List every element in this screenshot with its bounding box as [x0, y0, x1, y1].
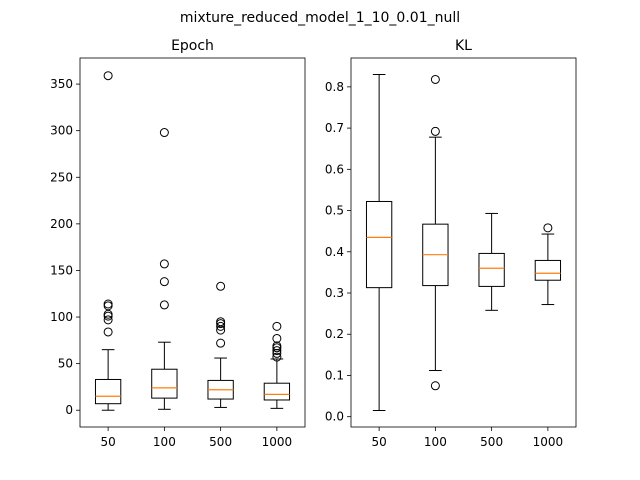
outlier-point [272, 346, 282, 356]
outlier-point [103, 327, 113, 337]
outlier-point [272, 321, 282, 331]
outlier-point [103, 299, 113, 309]
outlier-point [159, 259, 169, 269]
chart-title: KL [455, 38, 472, 54]
y-tick-label: 0.0 [325, 410, 344, 424]
iqr-box [151, 368, 178, 399]
outlier-point [543, 223, 553, 233]
y-tick-label: 250 [50, 170, 73, 184]
y-tick-label: 0.6 [325, 162, 344, 176]
y-tick-label: 0.3 [325, 286, 344, 300]
outlier-point [216, 317, 226, 327]
figure-title: mixture_reduced_model_1_10_0.01_null [180, 10, 460, 26]
outlier-point [159, 300, 169, 310]
x-tick-label: 500 [209, 435, 232, 449]
axes-frame [350, 57, 577, 428]
x-tick-label: 500 [480, 435, 503, 449]
outlier-point [159, 128, 169, 138]
outlier-point [430, 74, 440, 84]
iqr-box [478, 252, 505, 287]
outlier-point [103, 71, 113, 81]
outlier-point [272, 341, 282, 351]
x-tick-label: 50 [371, 435, 386, 449]
y-tick-label: 0 [65, 403, 73, 417]
outlier-point [216, 281, 226, 291]
x-tick-label: 50 [100, 435, 115, 449]
y-tick-label: 0.5 [325, 204, 344, 218]
y-tick-label: 100 [50, 310, 73, 324]
box-50 [365, 73, 393, 412]
box-1000 [263, 321, 291, 409]
chart-title: Epoch [171, 38, 214, 54]
box-100 [422, 74, 449, 391]
box-500 [207, 281, 234, 408]
box-1000 [534, 223, 562, 306]
y-tick-label: 0.7 [325, 121, 344, 135]
iqr-box [534, 259, 562, 281]
box-500 [478, 212, 505, 311]
y-tick-label: 150 [50, 263, 73, 277]
iqr-box [365, 200, 393, 289]
iqr-box [94, 378, 122, 405]
x-tick-label: 100 [424, 435, 447, 449]
box-100 [151, 128, 178, 410]
axes-frame [79, 57, 306, 428]
y-tick-label: 0.2 [325, 327, 344, 341]
iqr-box [263, 382, 291, 401]
outlier-point [430, 126, 440, 136]
y-tick-label: 0.4 [325, 245, 344, 259]
x-tick-label: 100 [153, 435, 176, 449]
outlier-point [216, 321, 226, 331]
chart-panel-1: KL 0.0 0.1 0.2 0.3 0.4 0.5 0.6 0.7 0.8 50 100 500 100… [325, 38, 577, 449]
chart-panel-0: Epoch 0 50 100 150 200 250 300 350 50 100 500 1000 [50, 38, 306, 449]
outlier-point [216, 338, 226, 348]
y-tick-label: 0.8 [325, 80, 344, 94]
y-tick-label: 300 [50, 124, 73, 138]
outlier-point [103, 315, 113, 325]
outlier-point [159, 277, 169, 287]
outlier-point [430, 381, 440, 391]
x-tick-label: 1000 [533, 435, 564, 449]
y-tick-label: 50 [58, 357, 73, 371]
outlier-point [272, 348, 282, 358]
y-tick-label: 350 [50, 77, 73, 91]
outlier-point [272, 352, 282, 362]
y-tick-label: 200 [50, 217, 73, 231]
outlier-point [272, 333, 282, 343]
box-50 [94, 71, 122, 411]
x-tick-label: 1000 [262, 435, 293, 449]
outlier-point [103, 301, 113, 311]
outlier-point [103, 309, 113, 319]
y-tick-label: 0.1 [325, 368, 344, 382]
